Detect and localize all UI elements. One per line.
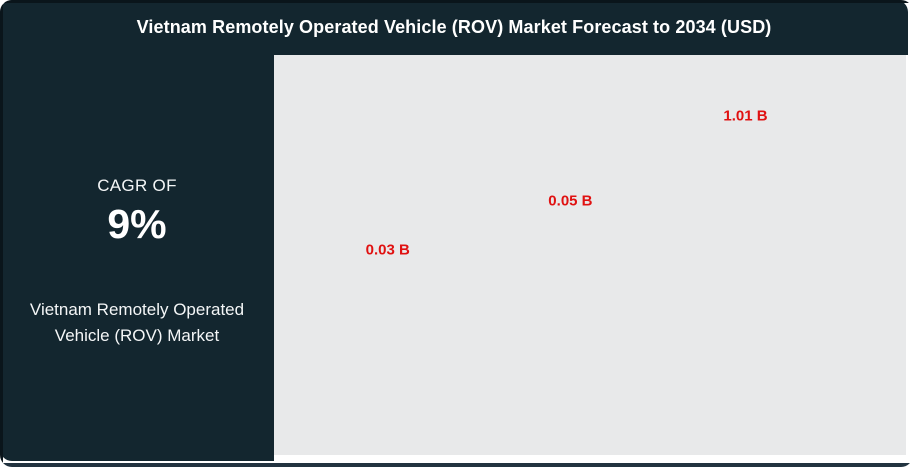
data-point-label: 0.03 B xyxy=(365,241,410,259)
cagr-panel: CAGR OF 9% Vietnam Remotely Operated Veh… xyxy=(0,55,274,461)
cagr-value: 9% xyxy=(107,201,167,247)
data-point-label: 0.05 B xyxy=(548,192,593,210)
card-top-frame xyxy=(0,0,913,3)
card-left-frame xyxy=(0,0,3,467)
cagr-label: CAGR OF xyxy=(97,176,177,195)
market-name: Vietnam Remotely Operated Vehicle (ROV) … xyxy=(29,300,245,345)
chart-plot-area: 0.03 B 0.05 B 1.01 B xyxy=(274,55,906,455)
chart-title: Vietnam Remotely Operated Vehicle (ROV) … xyxy=(136,17,772,37)
chart-title-bar: Vietnam Remotely Operated Vehicle (ROV) … xyxy=(0,0,908,55)
data-point-label: 1.01 B xyxy=(723,107,768,125)
card-bottom-border xyxy=(0,463,913,467)
